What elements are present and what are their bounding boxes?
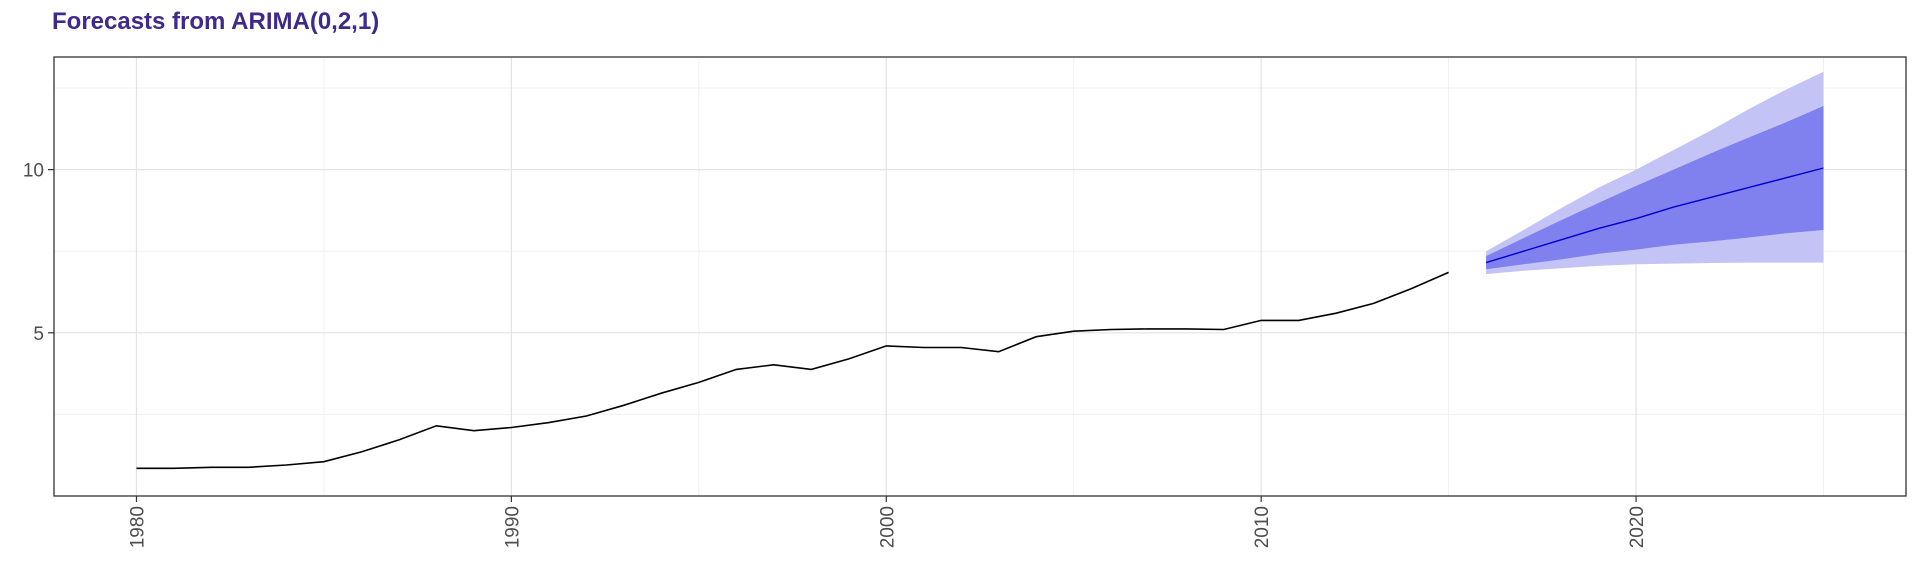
prediction-intervals <box>1486 71 1824 275</box>
minor-gridlines <box>54 57 1906 496</box>
x-tick-label: 1990 <box>502 506 523 548</box>
band-80 <box>1486 106 1824 270</box>
x-tick-label: 2010 <box>1252 506 1273 548</box>
x-tick-label: 2020 <box>1627 506 1648 548</box>
x-tick-label: 1980 <box>127 506 148 548</box>
series-lines <box>136 167 1824 470</box>
forecast-mean-line <box>1485 167 1824 264</box>
y-tick-label: 5 <box>33 324 44 345</box>
x-tick-label: 2000 <box>877 506 898 548</box>
chart-title: Forecasts from ARIMA(0,2,1) <box>52 8 380 35</box>
axes: 5 10 1980 1990 2000 2010 2020 <box>23 161 1648 549</box>
history-line <box>136 271 1449 470</box>
major-gridlines <box>54 57 1906 496</box>
panel-border <box>53 56 1907 497</box>
y-tick-label: 10 <box>23 161 44 182</box>
